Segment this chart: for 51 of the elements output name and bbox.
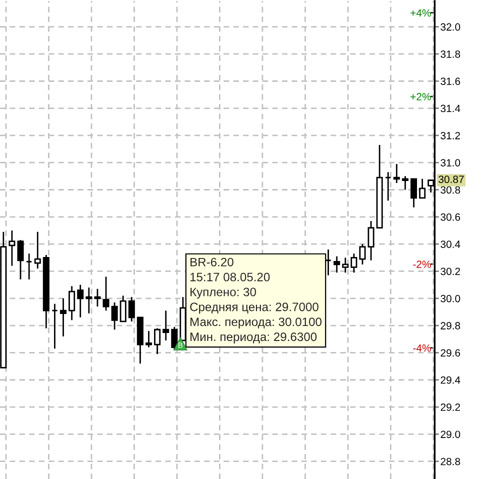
candlestick (128, 296, 135, 322)
y-tick-label: 29.4 (440, 376, 460, 384)
candlestick (359, 243, 366, 266)
y-tick-label: 31.2 (440, 132, 460, 140)
candlestick (34, 231, 41, 270)
y-tick-label: 29.6 (440, 349, 460, 357)
y2-tick-label: -2% (413, 260, 431, 268)
y2-tick-label: +2% (410, 93, 431, 100)
annotation: 30.87 (438, 176, 464, 184)
candlestick (393, 163, 400, 184)
candlestick (86, 286, 92, 314)
candlestick (51, 303, 58, 350)
y-tick-label: 30.0 (440, 294, 460, 302)
candlestick (162, 310, 170, 342)
y-tick-label: 30.4 (440, 240, 460, 248)
y-tick-label: 29.2 (440, 404, 460, 411)
candlestick (102, 276, 110, 312)
candlestick (17, 239, 24, 280)
candlestick (60, 298, 67, 338)
candlestick (94, 288, 101, 308)
y-tick-label: 29.0 (440, 430, 460, 438)
annotation: BR-6.20 15:17 08.05.20 Куплено: 30 Средняя цена: 29.7000 Макс. периода: 30.0100 Мин. периода: 29.6300 (190, 258, 322, 344)
y2-tick-label: +4% (410, 9, 431, 17)
candlestick (8, 230, 16, 266)
candlestick (402, 175, 408, 190)
candlestick (342, 256, 349, 274)
candlestick (111, 302, 118, 330)
candlestick (419, 178, 426, 199)
candlestick (334, 256, 340, 274)
y2-tick-label: -4% (413, 344, 431, 352)
y-tick-label: 30.2 (440, 268, 460, 276)
candlestick (26, 252, 32, 280)
y-tick-label: 30.6 (440, 213, 460, 221)
y-tick-label: 32.0 (440, 23, 460, 31)
candlestick (171, 326, 178, 351)
candlestick (410, 178, 418, 208)
y-tick-label: 28.8 (440, 458, 460, 466)
candlestick (368, 220, 374, 262)
candlestick (154, 328, 161, 355)
candlestick (120, 294, 126, 322)
y-tick-label: 31.0 (440, 159, 460, 166)
candlestick (68, 285, 76, 321)
y-tick-label: 29.8 (440, 322, 460, 330)
y-tick-label: 31.8 (440, 50, 460, 58)
y-tick-label: 31.4 (440, 104, 460, 112)
candlestick (77, 284, 84, 318)
candlestick (145, 330, 152, 348)
y-tick-label: 30.8 (440, 186, 460, 194)
candlestick (384, 171, 392, 202)
candlestick (350, 252, 358, 274)
y-tick-label: 31.6 (440, 78, 460, 85)
